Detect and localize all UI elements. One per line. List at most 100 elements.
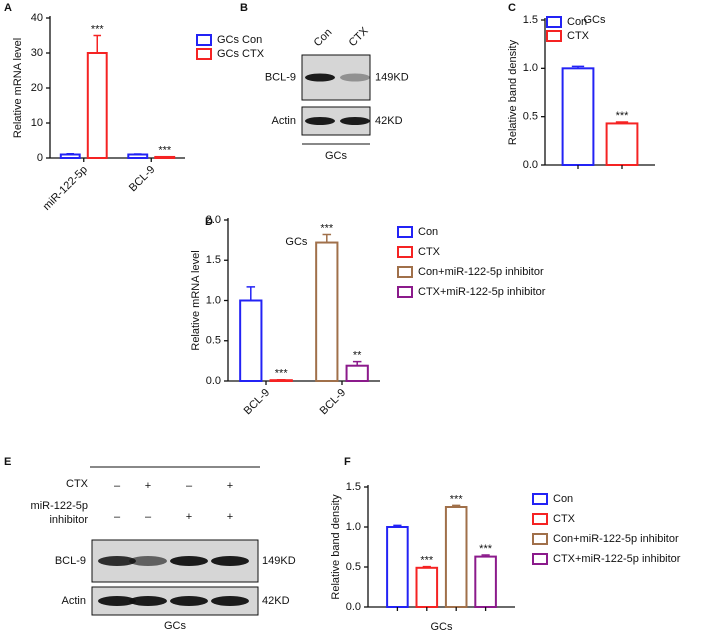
condition-sign: – xyxy=(186,480,193,492)
legend-label: GCs CTX xyxy=(217,48,265,60)
y-tick-label: 0 xyxy=(37,152,43,164)
legend-label: CTX+miR-122-5p inhibitor xyxy=(553,553,681,565)
chart-title: GCs xyxy=(285,236,308,248)
legend-swatch xyxy=(196,48,212,60)
x-tick-label: miR-122-5p xyxy=(41,164,90,213)
legend-label: CTX xyxy=(418,246,441,258)
significance: ** xyxy=(353,350,362,362)
y-tick-label: 1.0 xyxy=(206,294,221,306)
significance: *** xyxy=(91,23,105,35)
x-tick-label: BCL-9 xyxy=(318,387,349,418)
y-axis-label: Relative band density xyxy=(330,494,342,600)
significance: *** xyxy=(420,555,434,567)
error-bar xyxy=(393,524,402,527)
condition-sign: – xyxy=(114,511,121,523)
blot-band xyxy=(170,596,208,606)
y-tick-label: 0.0 xyxy=(523,159,538,171)
y-tick-label: 0.5 xyxy=(346,561,361,573)
y-tick-label: 40 xyxy=(31,12,43,24)
bar xyxy=(345,364,369,382)
legend-label: Con xyxy=(418,226,438,238)
group-label: GCs xyxy=(164,620,187,632)
group-label: GCs xyxy=(325,150,348,162)
bar xyxy=(386,526,409,608)
panel-letter: E xyxy=(4,456,11,468)
legend-swatch xyxy=(532,513,548,525)
legend-swatch xyxy=(532,553,548,565)
error-bar xyxy=(481,554,490,557)
condition-sign: – xyxy=(114,480,121,492)
error-bar xyxy=(452,504,461,507)
row-label: Actin xyxy=(62,595,86,607)
legend-label: Con xyxy=(553,493,573,505)
blot-band xyxy=(129,556,167,566)
panel-letter: D xyxy=(205,216,213,228)
legend-swatch xyxy=(532,493,548,505)
blot-band xyxy=(305,117,335,125)
x-tick-label: BCL-9 xyxy=(242,387,273,418)
condition-label: miR-122-5p xyxy=(31,500,88,512)
bar xyxy=(474,555,497,608)
blot-band xyxy=(305,73,335,82)
bar xyxy=(239,299,263,382)
legend-label: Con+miR-122-5p inhibitor xyxy=(418,266,544,278)
lane-label: CTX xyxy=(347,25,372,50)
legend-swatch xyxy=(397,246,413,258)
legend-label: CTX xyxy=(553,513,576,525)
error-bar xyxy=(66,153,75,155)
lane-label: Con xyxy=(312,26,335,49)
blot-band xyxy=(129,596,167,606)
panel-letter: F xyxy=(344,456,351,468)
blot-band xyxy=(211,596,249,606)
significance: *** xyxy=(479,543,493,555)
legend-swatch xyxy=(546,16,562,28)
y-tick-label: 30 xyxy=(31,47,43,59)
error-bar xyxy=(133,153,142,155)
y-axis-label: Relative band density xyxy=(507,39,519,145)
condition-sign: + xyxy=(227,511,233,523)
y-tick-label: 10 xyxy=(31,117,43,129)
bar xyxy=(59,153,81,159)
row-label: Actin xyxy=(272,115,296,127)
condition-sign: + xyxy=(145,480,151,492)
blot-band xyxy=(340,117,370,125)
legend-label: CTX xyxy=(567,30,590,42)
error-bar xyxy=(246,286,256,301)
significance: *** xyxy=(450,493,464,505)
blot-band xyxy=(340,73,370,82)
x-axis-label: GCs xyxy=(431,621,454,633)
blot-band xyxy=(170,556,208,566)
condition-sign: – xyxy=(145,511,152,523)
y-tick-label: 0.0 xyxy=(346,601,361,613)
y-tick-label: 1.5 xyxy=(206,254,221,266)
bar xyxy=(415,566,439,608)
x-tick-label: BCL-9 xyxy=(127,164,158,195)
blot-band xyxy=(98,556,136,566)
size-label: 149KD xyxy=(262,555,296,567)
legend-swatch xyxy=(397,266,413,278)
condition-label: CTX xyxy=(66,478,89,490)
y-tick-label: 0.5 xyxy=(523,111,538,123)
row-label: BCL-9 xyxy=(55,555,86,567)
legend-label: Con+miR-122-5p inhibitor xyxy=(553,533,679,545)
blot-band xyxy=(211,556,249,566)
y-tick-label: 20 xyxy=(31,82,43,94)
panel-letter: B xyxy=(240,2,248,14)
error-bar xyxy=(422,565,431,568)
y-tick-label: 0.5 xyxy=(206,335,221,347)
legend-swatch xyxy=(397,286,413,298)
significance: *** xyxy=(320,222,334,234)
error-bar xyxy=(93,34,102,53)
y-axis-label: Relative mRNA level xyxy=(12,38,24,138)
size-label: 42KD xyxy=(375,115,403,127)
legend-swatch xyxy=(196,34,212,46)
condition-sign: + xyxy=(227,480,233,492)
size-label: 149KD xyxy=(375,71,409,83)
legend-label: GCs Con xyxy=(217,34,262,46)
y-tick-label: 1.5 xyxy=(346,481,361,493)
y-axis-label: Relative mRNA level xyxy=(190,250,202,350)
error-bar xyxy=(352,360,362,366)
panel-letter: A xyxy=(4,2,12,14)
panel-letter: C xyxy=(508,2,516,14)
